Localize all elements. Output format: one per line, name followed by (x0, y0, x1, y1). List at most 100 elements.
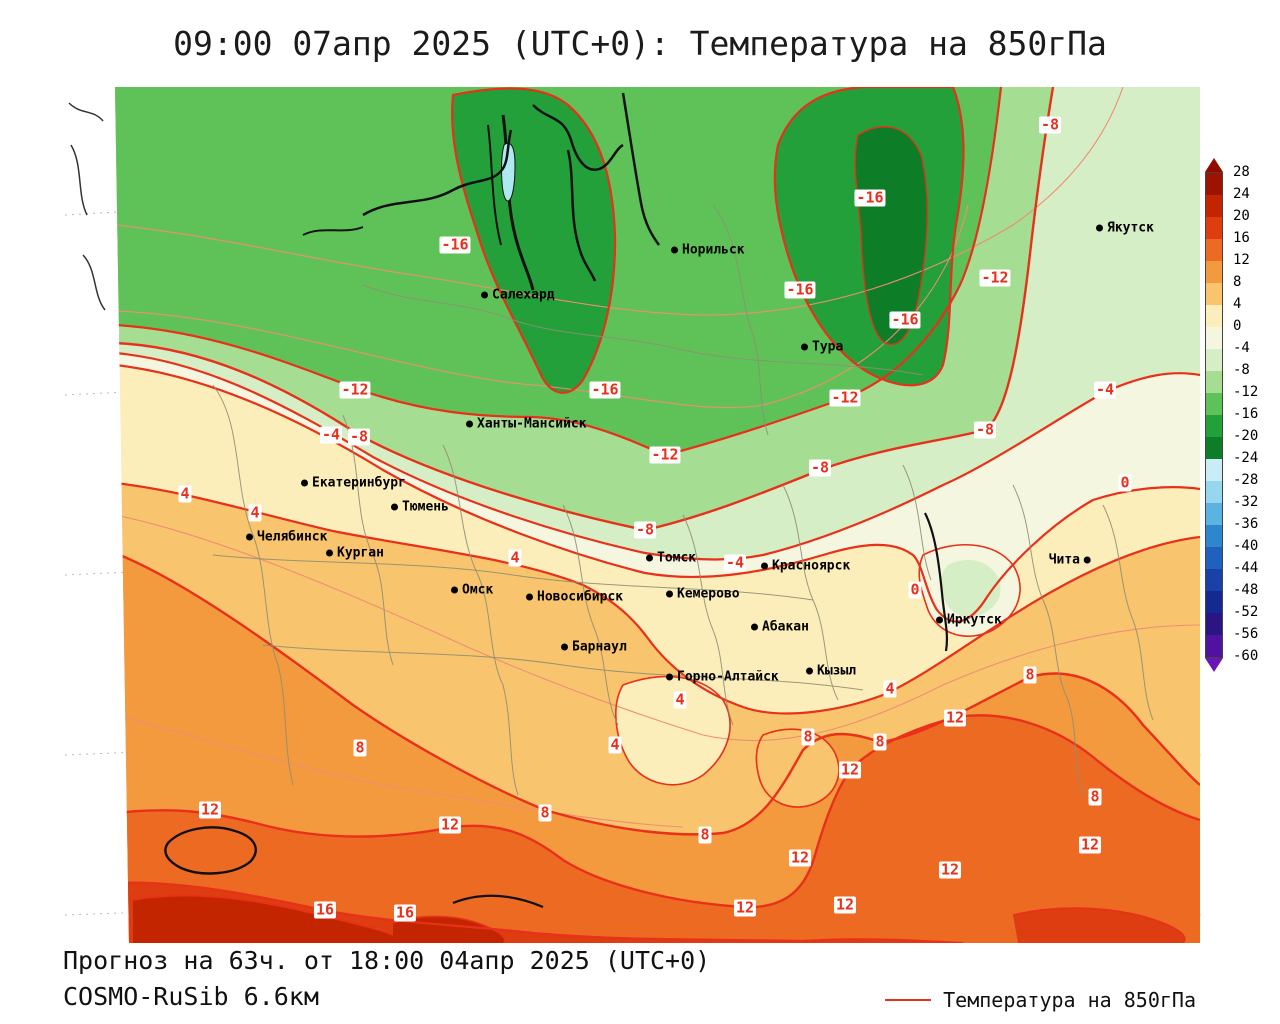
city-marker: Норильск (671, 243, 745, 258)
city-marker: Чита (1049, 553, 1091, 568)
isotherm-value-label: 0 (1118, 473, 1132, 492)
city-marker: Кызыл (806, 664, 856, 679)
isotherm-value-label: -8 (973, 420, 997, 439)
colorbar-cell (1206, 173, 1222, 195)
colorbar-cell (1206, 217, 1222, 239)
page-title: 09:00 07апр 2025 (UTC+0): Температура на… (173, 24, 1107, 63)
isotherm-value-label: -12 (829, 388, 861, 407)
isotherm-value-label: 12 (938, 860, 962, 879)
map-overlay: Якутск Норильск Салехард Тура Ханты-Мансийск… (63, 85, 1203, 945)
isotherm-value-label: 4 (248, 503, 262, 522)
colorbar-label: 4 (1233, 296, 1242, 312)
isotherm-value-label: 4 (673, 690, 687, 709)
baikal-cold-core (941, 559, 1001, 617)
colorbar-label: 24 (1233, 186, 1250, 202)
city-marker: Кемерово (666, 587, 740, 602)
city-marker: Челябинск (246, 530, 327, 545)
isotherm-value-label: -8 (808, 458, 832, 477)
isotherm-value-label: 16 (393, 903, 417, 922)
city-marker: Иркутск (936, 613, 1002, 628)
isotherm-value-label: 16 (313, 900, 337, 919)
city-label: Горно-Алтайск (677, 669, 779, 685)
colorbar-cell (1206, 591, 1222, 613)
isotherm-value-label: -8 (347, 427, 371, 446)
map-legend: Температура на 850гПа (885, 988, 1196, 1012)
isotherm-value-label: -8 (1038, 115, 1062, 134)
city-label: Тура (812, 339, 844, 355)
isotherm-value-label: -12 (649, 445, 681, 464)
sayan-pocket (756, 729, 839, 807)
colorbar-label: -56 (1233, 626, 1259, 642)
city-dot-icon (751, 623, 758, 631)
isotherm-value-label: -16 (854, 188, 886, 207)
colorbar-label: 20 (1233, 208, 1250, 224)
colorbar-cell (1206, 239, 1222, 261)
cold-pocket-west (452, 88, 616, 393)
city-dot-icon (1084, 556, 1091, 564)
map-canvas: Якутск Норильск Салехард Тура Ханты-Мансийск… (63, 85, 1203, 945)
isotherm-value-label: 4 (608, 735, 622, 754)
city-label: Салехард (492, 287, 555, 303)
colorbar-arrow-top (1205, 158, 1223, 172)
colorbar-cell (1206, 481, 1222, 503)
isotherm-line-sample (885, 999, 932, 1001)
colorbar-cell (1206, 393, 1222, 415)
isotherm-value-label: -8 (633, 520, 657, 539)
colorbar-label: -8 (1233, 362, 1250, 378)
colorbar-cell (1206, 283, 1222, 305)
city-dot-icon (561, 643, 568, 651)
colorbar-cell (1206, 261, 1222, 283)
city-dot-icon (806, 667, 813, 675)
city-marker: Красноярск (761, 559, 850, 574)
isotherm-value-label: 12 (838, 760, 862, 779)
isotherm-value-label: -16 (589, 380, 621, 399)
altai-pale-pocket (615, 676, 731, 785)
colorbar-cell (1206, 305, 1222, 327)
city-label: Курган (337, 545, 384, 561)
city-dot-icon (646, 554, 653, 562)
colorbar-label: 16 (1233, 230, 1250, 246)
isotherm-value-label: 8 (353, 738, 367, 757)
colorbar-label: -52 (1233, 604, 1259, 620)
city-dot-icon (936, 616, 943, 624)
city-label: Тюмень (402, 499, 449, 515)
city-dot-icon (666, 590, 673, 598)
isotherm-value-label: 4 (178, 484, 192, 503)
state-border-segment (452, 894, 544, 909)
legend-label: Температура на 850гПа (943, 988, 1196, 1012)
city-marker: Томск (646, 551, 696, 566)
isotherm-value-label: 8 (801, 727, 815, 746)
city-label: Кызыл (817, 663, 857, 679)
city-label: Красноярск (772, 558, 851, 574)
model-info-line: COSMO-RuSib 6.6км (63, 982, 319, 1011)
colorbar-label: 12 (1233, 252, 1250, 268)
state-border-blob (164, 826, 257, 875)
cold-pocket-core (855, 126, 928, 345)
isotherms-main (115, 87, 1200, 943)
isotherm-value-label: -4 (319, 425, 343, 444)
isotherm-value-label: 8 (873, 732, 887, 751)
temperature-colorbar: 28 24 20 16 12 8 4 0 -4 -8 -12 -16 -20 -24 -28 -32 -36 -4… (1205, 158, 1275, 672)
city-label: Челябинск (257, 529, 328, 545)
colorbar-cell (1206, 437, 1222, 459)
city-dot-icon (1096, 224, 1103, 232)
city-dot-icon (246, 533, 253, 541)
city-marker: Горно-Алтайск (666, 670, 779, 685)
city-label: Барнаул (572, 639, 627, 655)
city-label: Екатеринбург (312, 475, 406, 491)
colorbar-arrow-bottom (1205, 658, 1223, 672)
city-marker: Тура (801, 340, 843, 355)
city-marker: Екатеринбург (301, 476, 406, 491)
colorbar-label: -4 (1233, 340, 1250, 356)
colorbar-label: -40 (1233, 538, 1259, 554)
isotherm-value-label: 0 (908, 580, 922, 599)
colorbar-label: -20 (1233, 428, 1259, 444)
colorbar-label: -36 (1233, 516, 1259, 532)
city-label: Иркутск (947, 612, 1002, 628)
isotherm-value-label: 12 (943, 708, 967, 727)
isotherm-value-label: 8 (1023, 665, 1037, 684)
isotherms-thin (115, 87, 1200, 828)
isotherm-value-label: 8 (538, 803, 552, 822)
city-dot-icon (301, 479, 308, 487)
city-marker: Курган (326, 546, 384, 561)
